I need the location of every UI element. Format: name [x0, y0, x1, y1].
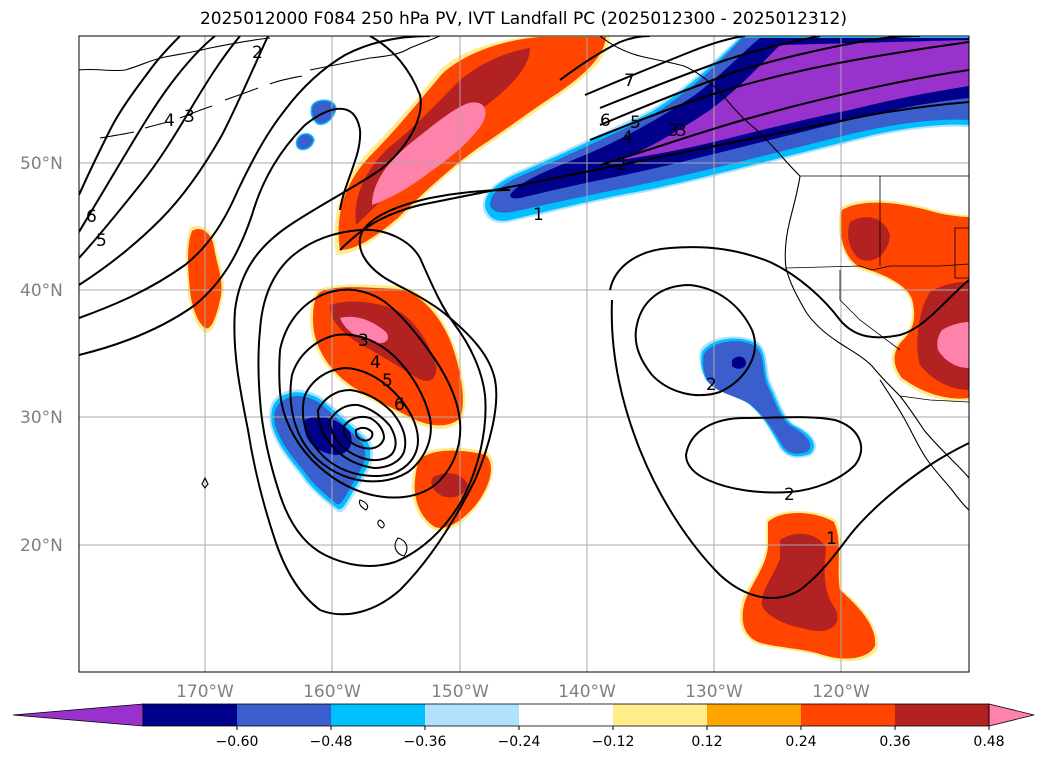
coastlines: [79, 36, 969, 557]
lat-label-50n: 50°N: [20, 154, 63, 174]
contour-label: 7: [624, 71, 635, 91]
contour-label: 2: [706, 375, 717, 395]
colorbar-segment: [425, 704, 520, 726]
contour-label: 1: [533, 205, 544, 225]
colorbar-tick-label: −0.48: [310, 734, 353, 750]
colorbar-segment: [613, 704, 708, 726]
contour-label: 3: [184, 107, 195, 127]
contour-label: 6: [600, 111, 611, 131]
lat-label-30n: 30°N: [20, 408, 63, 428]
contour-label: 2: [616, 155, 627, 175]
colorbar-tick-label: 0.12: [691, 734, 722, 750]
map-frame: [78, 35, 970, 673]
map-title: 2025012000 F084 250 hPa PV, IVT Landfall…: [199, 9, 847, 29]
colorbar-segment: [707, 704, 802, 726]
colorbar-segment: [895, 704, 990, 726]
contour-labels: 2 4 3 6 5 7 6 5 4 3 2 1 3 4 5 6 2 2 1 3: [86, 43, 837, 549]
ivt-contours: [79, 36, 969, 616]
contour-label: 3: [676, 121, 687, 141]
colorbar-extend-low: [12, 703, 144, 727]
contour-label: 4: [622, 128, 633, 148]
lat-label-20n: 20°N: [20, 536, 63, 556]
colorbar-tick-label: −0.12: [592, 734, 635, 750]
contour-label: 5: [96, 231, 107, 251]
longitude-labels: 170°W 160°W 150°W 140°W 130°W 120°W: [176, 682, 870, 702]
colorbar-segment: [143, 704, 238, 726]
lon-label-140w: 140°W: [558, 682, 616, 702]
latitude-labels: 50°N 40°N 30°N 20°N: [20, 154, 63, 556]
contour-label: 5: [630, 113, 641, 133]
lon-label-150w: 150°W: [431, 682, 489, 702]
lon-label-120w: 120°W: [812, 682, 870, 702]
contour-label: 2: [784, 485, 795, 505]
colorbar-segment: [331, 704, 426, 726]
contour-label: 6: [86, 207, 97, 227]
contour-label: 5: [382, 371, 393, 391]
contour-label: 1: [826, 529, 837, 549]
contour-label: 6: [394, 395, 405, 415]
pv-anomaly-fills: [186, 36, 969, 662]
lon-label-130w: 130°W: [685, 682, 743, 702]
colorbar-tick-label: 0.36: [879, 734, 910, 750]
colorbar-segment: [519, 704, 614, 726]
colorbar-tick-label: −0.60: [216, 734, 259, 750]
colorbar-tick-label: 0.48: [973, 734, 1004, 750]
colorbar-tick-label: −0.36: [404, 734, 447, 750]
political-borders: [785, 175, 969, 403]
colorbar-tick-label: −0.24: [498, 734, 541, 750]
contour-label: 3: [668, 121, 679, 141]
lon-label-170w: 170°W: [176, 682, 234, 702]
colorbar-segment: [801, 704, 896, 726]
contour-label: 3: [358, 331, 369, 351]
colorbar-outline: [142, 703, 990, 727]
contour-label: 4: [370, 353, 381, 373]
gridlines: [79, 36, 969, 672]
colorbar-tick-label: 0.24: [785, 734, 816, 750]
colorbar-segment: [237, 704, 332, 726]
contour-label: 4: [164, 111, 175, 131]
contour-label: 2: [252, 43, 263, 63]
colorbar-extend-high: [988, 703, 1035, 727]
colorbar: −0.60 −0.48 −0.36 −0.24 −0.12 0.12 0.24 0.36 0.4…: [12, 703, 1035, 750]
lat-label-40n: 40°N: [20, 281, 63, 301]
lon-label-160w: 160°W: [303, 682, 361, 702]
